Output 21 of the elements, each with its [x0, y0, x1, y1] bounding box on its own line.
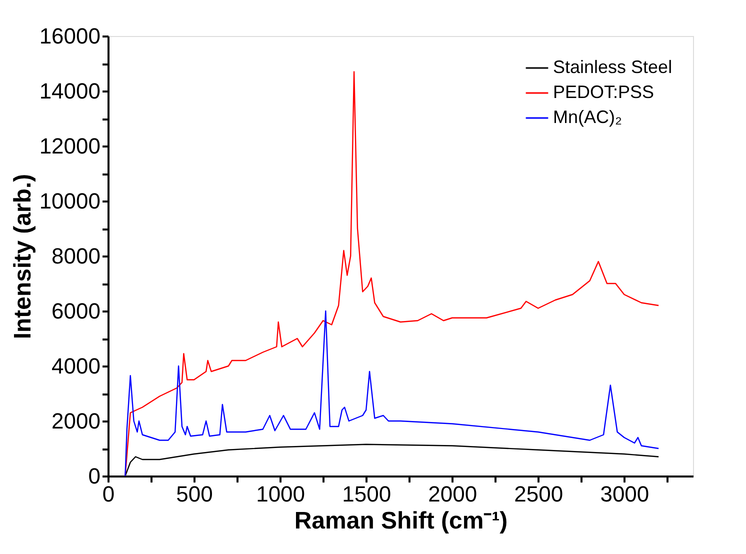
x-tick-label: 2500 [514, 482, 564, 506]
x-tick-label: 3000 [600, 482, 650, 506]
line-series [124, 310, 660, 476]
y-tick-label: 8000 [52, 244, 100, 268]
y-tick-label: 2000 [52, 408, 100, 434]
y-tick-label: 4000 [52, 354, 100, 378]
x-tick-label: 1500 [342, 482, 392, 506]
legend-label: Mn(AC)₂ [553, 107, 622, 127]
x-tick-label: 500 [176, 482, 213, 506]
y-tick-label: 16000 [39, 24, 100, 48]
x-axis-title: Raman Shift (cm⁻¹) [294, 508, 508, 534]
y-tick-label: 14000 [39, 78, 100, 104]
y-tick-label: 10000 [39, 188, 100, 214]
legend-label: PEDOT:PSS [553, 82, 654, 102]
y-tick-label: 6000 [52, 298, 100, 324]
y-tick-label: 12000 [39, 134, 100, 158]
legend-label: Stainless Steel [553, 57, 672, 77]
y-tick-label: 0 [88, 464, 100, 488]
x-tick-label: 2000 [428, 482, 478, 506]
x-tick-label: 1000 [256, 482, 306, 506]
y-axis-title: Intensity (arb.) [9, 174, 36, 340]
